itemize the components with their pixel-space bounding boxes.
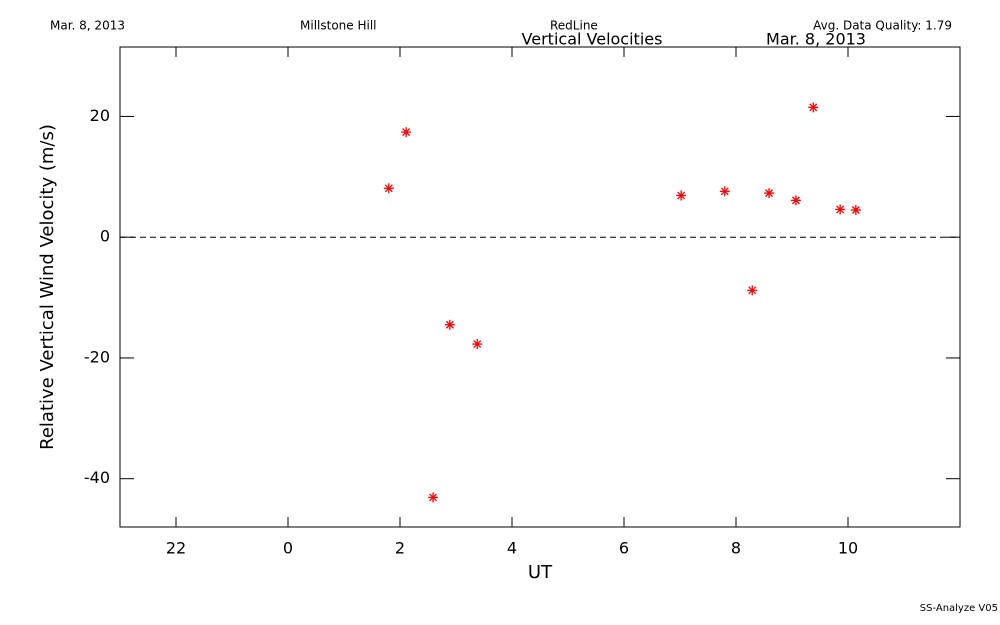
point-stroke xyxy=(791,196,800,205)
point-stroke xyxy=(473,340,482,349)
point xyxy=(764,188,775,199)
point xyxy=(401,127,412,138)
header-emission: RedLine xyxy=(550,19,598,33)
point xyxy=(808,102,819,113)
point-stroke xyxy=(851,206,860,214)
point-stroke xyxy=(748,286,757,295)
point xyxy=(472,339,483,350)
point xyxy=(747,285,758,296)
header-quality: Avg. Data Quality: 1.79 xyxy=(813,19,952,33)
header-date: Mar. 8, 2013 xyxy=(50,19,125,33)
x-tick-label: 6 xyxy=(619,539,629,558)
x-tick-label: 22 xyxy=(166,539,186,558)
header-site: Millstone Hill xyxy=(300,19,376,33)
x-axis-label: UT xyxy=(528,562,553,583)
y-tick-label: 0 xyxy=(100,227,110,246)
point-stroke xyxy=(384,184,393,193)
point xyxy=(850,205,861,216)
point-stroke xyxy=(402,128,411,137)
point xyxy=(790,195,801,206)
point xyxy=(444,319,455,330)
point-stroke xyxy=(765,189,773,198)
point-stroke xyxy=(677,191,686,200)
chart-subtitle: Mar. 8, 2013 xyxy=(766,30,866,49)
point-stroke xyxy=(445,320,454,329)
point xyxy=(835,204,846,215)
point xyxy=(719,186,730,197)
point-stroke xyxy=(429,493,437,502)
x-tick-label: 2 xyxy=(395,539,405,558)
point xyxy=(676,190,687,201)
x-tick-label: 10 xyxy=(838,539,858,558)
y-axis-label: Relative Vertical Wind Velocity (m/s) xyxy=(37,124,58,450)
footer: SS-Analyze V05 xyxy=(920,603,998,614)
point xyxy=(428,492,439,503)
x-tick-label: 4 xyxy=(507,539,517,558)
y-tick-label: 20 xyxy=(90,106,110,125)
point xyxy=(383,183,394,194)
point-stroke xyxy=(720,187,729,196)
y-tick-label: -40 xyxy=(84,468,110,487)
y-tick-label: -20 xyxy=(84,347,110,366)
chart-title: Vertical Velocities xyxy=(522,30,663,49)
plot-frame xyxy=(119,46,961,528)
point-stroke xyxy=(809,103,818,112)
point-stroke xyxy=(836,205,845,214)
x-tick-label: 0 xyxy=(283,539,293,558)
x-tick-label: 8 xyxy=(731,539,741,558)
